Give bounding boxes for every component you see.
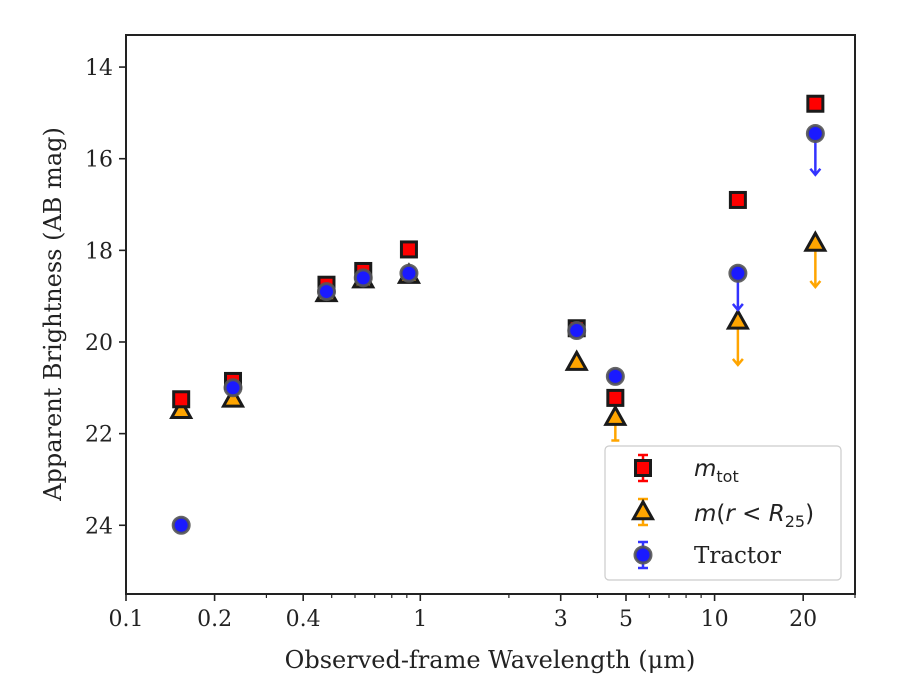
mtot-point bbox=[172, 390, 191, 409]
mr25-limit-arrow bbox=[809, 280, 822, 289]
tractor-point bbox=[605, 366, 625, 386]
tractor-point bbox=[728, 263, 748, 283]
mr25-point bbox=[725, 308, 750, 330]
tractor-point bbox=[353, 268, 373, 288]
mr25-point bbox=[803, 230, 828, 252]
tractor-limit-arrow bbox=[731, 303, 744, 312]
axis-ticks: 0.1 0.2 0.4 1 3 5 10 20 14 16 18 20 22 24 bbox=[85, 56, 856, 632]
y-tick-label: 22 bbox=[85, 423, 113, 448]
mr25-point bbox=[564, 349, 589, 371]
legend-marker-mtot bbox=[634, 459, 652, 477]
y-tick-label: 24 bbox=[85, 514, 113, 539]
mtot-point bbox=[606, 388, 625, 407]
mr25-point bbox=[220, 385, 246, 408]
x-tick-label: 0.4 bbox=[286, 607, 321, 632]
tractor-point bbox=[399, 263, 419, 283]
x-tick-label: 0.2 bbox=[197, 607, 232, 632]
x-axis-title: Observed-frame Wavelength (μm) bbox=[285, 646, 696, 674]
mr25-point bbox=[603, 404, 628, 426]
tractor-point bbox=[805, 124, 825, 144]
mr25-limit-arrow bbox=[731, 358, 744, 367]
x-tick-label: 10 bbox=[701, 607, 729, 632]
y-tick-label: 20 bbox=[85, 331, 113, 356]
y-tick-label: 16 bbox=[85, 148, 113, 173]
tractor-limit-arrow bbox=[809, 167, 822, 177]
plot-frame bbox=[125, 34, 856, 595]
y-axis-title: Apparent Brightness (AB mag) bbox=[39, 127, 67, 502]
tractor-point bbox=[223, 378, 243, 398]
x-tick-label: 1 bbox=[413, 607, 427, 632]
legend: mtot m(r < R25) Tractor bbox=[604, 445, 842, 581]
plot-data bbox=[169, 94, 828, 535]
x-tick-label: 5 bbox=[619, 607, 633, 632]
mtot-point bbox=[399, 240, 418, 259]
x-tick-label: 3 bbox=[554, 607, 568, 632]
legend-label-tractor: Tractor bbox=[694, 543, 781, 569]
y-tick-label: 14 bbox=[85, 56, 113, 81]
mr25-point bbox=[169, 397, 194, 420]
x-tick-label: 20 bbox=[789, 607, 817, 632]
mtot-point bbox=[806, 94, 825, 113]
y-tick-label: 18 bbox=[85, 239, 113, 264]
x-tick-label: 0.1 bbox=[109, 607, 144, 632]
legend-markers bbox=[630, 453, 656, 570]
mtot-point bbox=[728, 190, 747, 209]
tractor-point bbox=[316, 282, 336, 302]
legend-marker-tractor bbox=[633, 545, 653, 565]
legend-marker-mr25 bbox=[630, 498, 656, 521]
legend-box bbox=[604, 445, 842, 581]
tractor-point bbox=[171, 515, 191, 535]
tractor-point bbox=[567, 321, 587, 341]
